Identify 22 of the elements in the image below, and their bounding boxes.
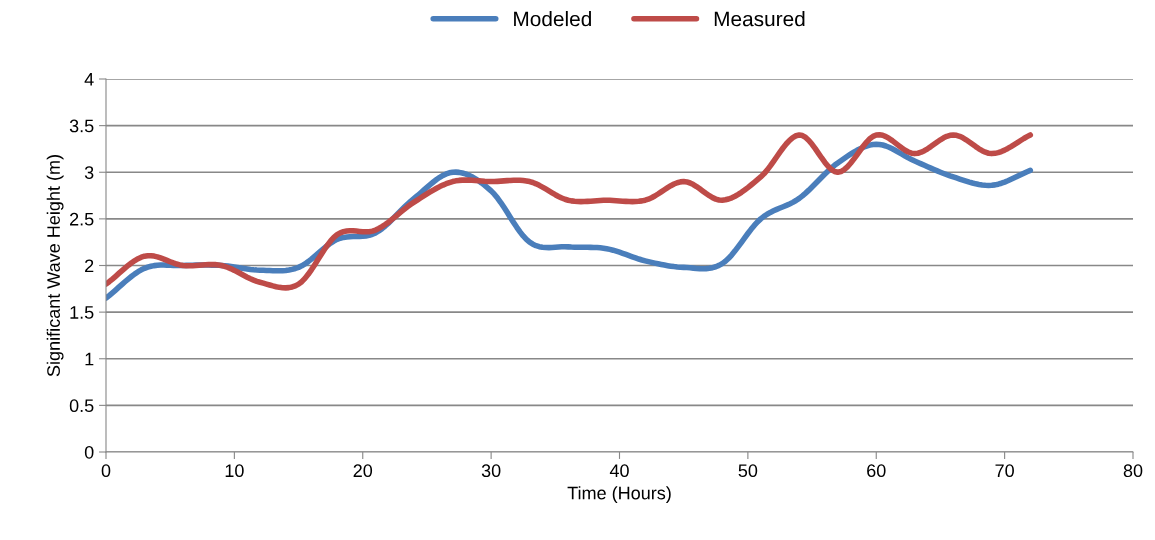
y-axis-title: Significant Wave Height (m) [46, 155, 64, 377]
x-tick-label: 80 [1123, 464, 1143, 478]
y-tick-label: 3 [84, 166, 94, 179]
x-tick-label: 40 [609, 464, 629, 478]
y-tick-label: 1.5 [70, 306, 94, 319]
x-tick-label: 60 [867, 464, 886, 478]
y-tick-label: 3.5 [69, 119, 94, 133]
y-tick-label: 4 [84, 73, 94, 86]
y-tick-label: 2 [85, 259, 94, 273]
y-tick-label: 0 [84, 445, 94, 459]
x-tick-label: 70 [995, 464, 1014, 478]
x-tick-label: 0 [101, 464, 111, 478]
y-tick-label: 1 [85, 352, 94, 366]
x-axis-title: Time (Hours) [567, 486, 671, 504]
x-tick-label: 20 [353, 464, 373, 478]
legend-label: Measured [714, 10, 805, 27]
x-tick-label: 30 [481, 464, 501, 478]
x-tick-label: 10 [225, 464, 244, 478]
y-tick-label: 0.5 [69, 399, 94, 413]
legend-label: Modeled [514, 10, 591, 27]
x-tick-label: 50 [738, 464, 758, 478]
y-tick-label: 2.5 [70, 212, 94, 226]
